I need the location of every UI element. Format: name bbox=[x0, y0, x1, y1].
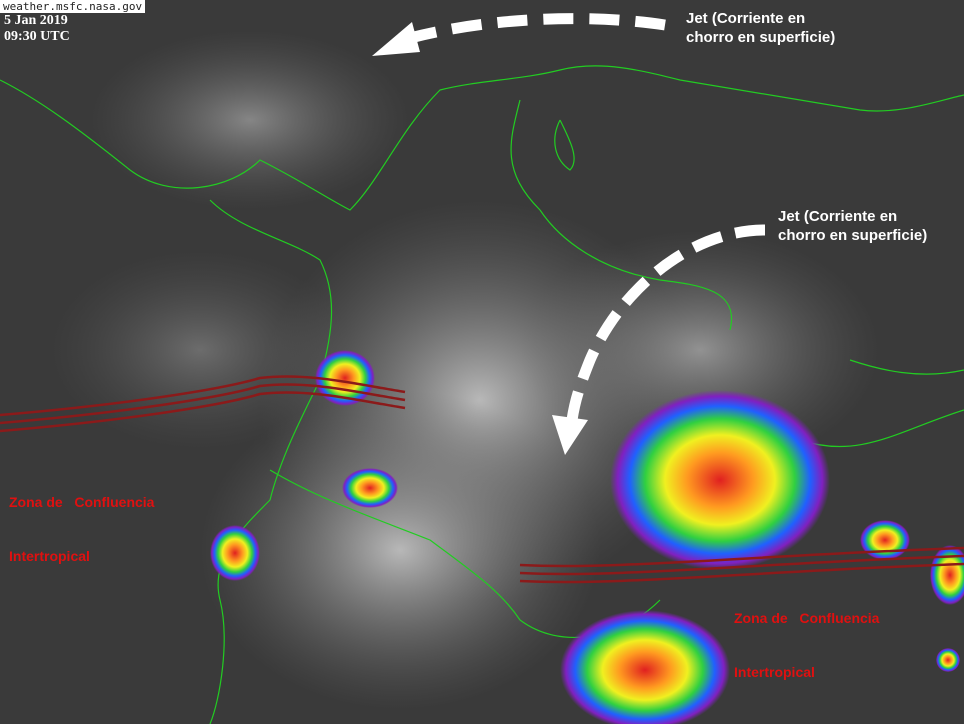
itcz-band-east bbox=[519, 546, 964, 584]
itcz-label-line: Intertropical bbox=[9, 548, 90, 564]
jet-arrow-east bbox=[552, 224, 766, 455]
itcz-label-line: Zona de Confluencia bbox=[9, 494, 155, 510]
itcz-label-line: Zona de Confluencia bbox=[734, 610, 880, 626]
jet-label-line: chorro en superficie) bbox=[778, 227, 928, 244]
jet-label-north: Jet (Corriente en chorro en superficie) bbox=[686, 9, 835, 47]
storm-cells bbox=[210, 350, 964, 724]
time-label: 09:30 UTC bbox=[4, 29, 70, 44]
itcz-label-east: Zona de Confluencia Intertropical bbox=[734, 573, 879, 699]
jet-arrow-north bbox=[372, 13, 666, 56]
itcz-label-line: Intertropical bbox=[734, 664, 815, 680]
source-label: weather.msfc.nasa.gov bbox=[0, 0, 146, 13]
jet-label-east: Jet (Corriente en chorro en superficie) bbox=[778, 207, 927, 245]
itcz-band-west bbox=[0, 375, 406, 433]
jet-label-line: Jet (Corriente en bbox=[778, 208, 898, 225]
date-label: 5 Jan 2019 bbox=[4, 13, 68, 28]
jet-label-line: Jet (Corriente en bbox=[686, 10, 806, 27]
itcz-label-west: Zona de Confluencia Intertropical bbox=[9, 457, 154, 583]
timestamp: 5 Jan 2019 09:30 UTC bbox=[4, 13, 70, 45]
jet-label-line: chorro en superficie) bbox=[686, 29, 836, 46]
